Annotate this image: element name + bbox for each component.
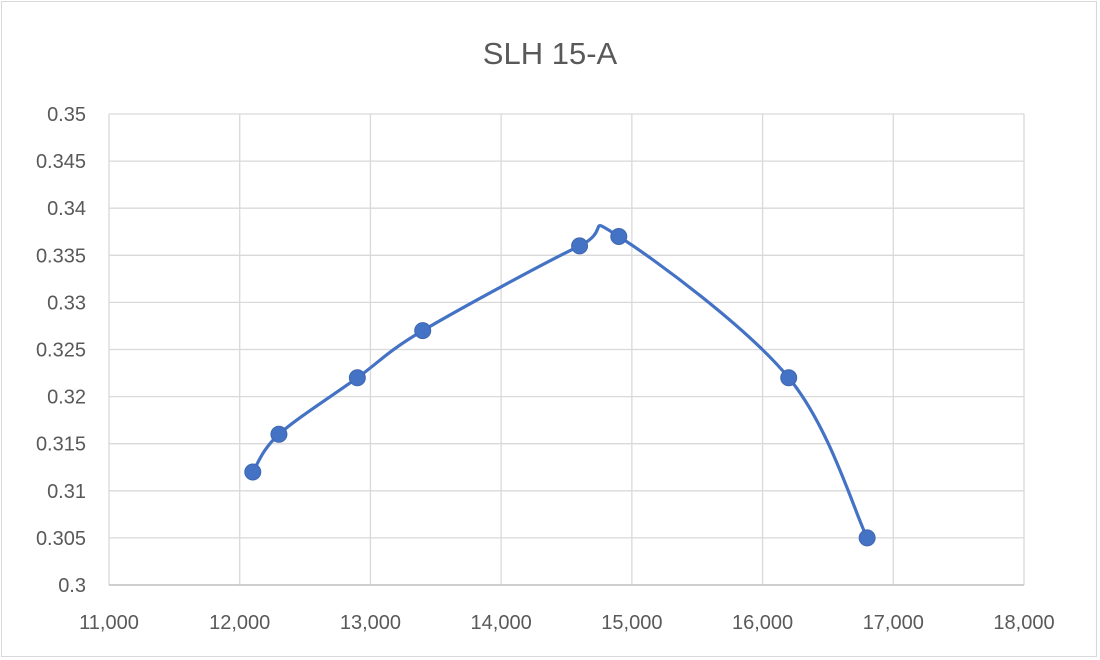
y-tick-label: 0.35 — [47, 104, 86, 126]
data-points — [244, 227, 876, 547]
data-point — [610, 227, 628, 245]
data-point — [270, 425, 288, 443]
data-point — [780, 369, 798, 387]
y-tick-label: 0.34 — [47, 198, 86, 220]
chart-title: SLH 15-A — [483, 36, 618, 71]
data-point — [858, 529, 876, 547]
x-tick-label: 12,000 — [209, 612, 270, 634]
y-tick-label: 0.315 — [36, 434, 86, 456]
gridlines — [108, 113, 1025, 585]
x-tick-label: 17,000 — [863, 612, 924, 634]
y-tick-label: 0.32 — [47, 387, 86, 409]
y-tick-label: 0.345 — [36, 151, 86, 173]
data-point — [414, 322, 432, 340]
x-tick-label: 18,000 — [993, 612, 1054, 634]
x-tick-label: 16,000 — [732, 612, 793, 634]
data-point — [244, 463, 262, 481]
y-tick-label: 0.31 — [47, 481, 86, 503]
y-tick-label: 0.3 — [58, 575, 86, 597]
y-tick-label: 0.335 — [36, 245, 86, 267]
x-tick-label: 14,000 — [471, 612, 532, 634]
tick-labels: 11,000 12,000 13,000 14,000 15,000 16,000 17,0… — [36, 104, 1055, 634]
y-tick-label: 0.325 — [36, 340, 86, 362]
data-point — [571, 237, 589, 255]
y-tick-label: 0.305 — [36, 528, 86, 550]
data-point — [348, 369, 366, 387]
x-tick-label: 11,000 — [79, 612, 139, 634]
x-tick-label: 15,000 — [601, 612, 662, 634]
y-tick-label: 0.33 — [47, 292, 86, 314]
x-tick-label: 13,000 — [340, 612, 401, 634]
